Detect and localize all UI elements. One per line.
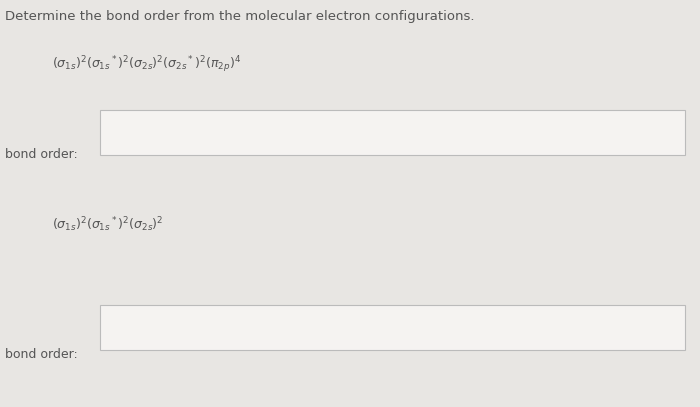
Text: Determine the bond order from the molecular electron configurations.: Determine the bond order from the molecu… <box>5 10 475 23</box>
Text: bond order:: bond order: <box>5 348 78 361</box>
FancyBboxPatch shape <box>100 305 685 350</box>
Text: $(\sigma_{1s})^2(\sigma_{1s}{}^*)^2(\sigma_{2s})^2$: $(\sigma_{1s})^2(\sigma_{1s}{}^*)^2(\sig… <box>52 216 164 234</box>
FancyBboxPatch shape <box>100 110 685 155</box>
Text: bond order:: bond order: <box>5 149 78 162</box>
Text: $(\sigma_{1s})^2(\sigma_{1s}{}^*)^2(\sigma_{2s})^2(\sigma_{2s}{}^*)^2(\pi_{2p})^: $(\sigma_{1s})^2(\sigma_{1s}{}^*)^2(\sig… <box>52 55 241 75</box>
